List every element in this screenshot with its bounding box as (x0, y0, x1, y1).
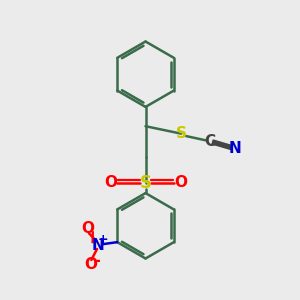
Text: N: N (229, 141, 242, 156)
Text: N: N (92, 238, 104, 253)
Text: C: C (204, 134, 215, 148)
Text: O: O (104, 175, 117, 190)
Text: O: O (84, 257, 97, 272)
Text: +: + (98, 233, 109, 246)
Text: S: S (140, 174, 152, 192)
Text: -: - (94, 253, 100, 271)
Text: O: O (81, 221, 94, 236)
Text: S: S (176, 126, 187, 141)
Text: O: O (174, 175, 187, 190)
